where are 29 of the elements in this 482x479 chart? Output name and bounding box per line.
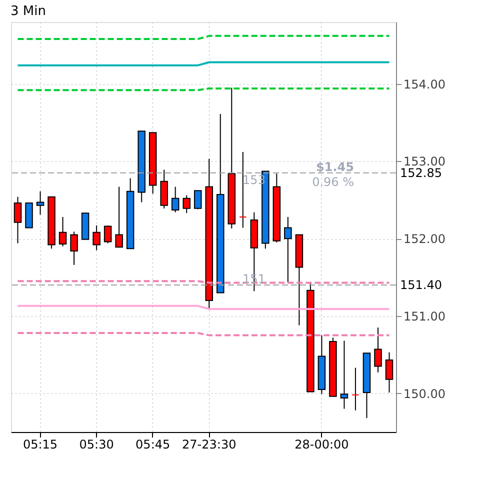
candlestick [115, 186, 123, 248]
annotation: 0.96 % [312, 175, 354, 189]
candlestick [194, 190, 202, 210]
candlestick [284, 216, 292, 284]
candlestick [160, 169, 168, 209]
x-tick-label: 05:30 [79, 438, 114, 452]
candlestick [385, 352, 394, 394]
chart-title: 3 Min [10, 4, 46, 19]
y-tick-label: 154.00 [404, 77, 446, 92]
x-tick-label: 05:45 [136, 438, 170, 452]
candlestick [92, 224, 100, 251]
candlestick [340, 340, 348, 410]
candlestick [171, 186, 180, 213]
x-tick-label: 27-23:30 [182, 438, 236, 452]
candlestick [58, 216, 67, 247]
candlestick [70, 231, 78, 266]
candlestick [182, 194, 190, 214]
candlestick [352, 367, 360, 411]
y-tick-label: 152.00 [404, 232, 446, 246]
candlestick [14, 196, 22, 244]
y-tick-label: 150.00 [404, 386, 446, 401]
ref-line-label: 151.40 [400, 278, 442, 292]
x-tick-label: 05:15 [22, 438, 58, 452]
y-tick-label: 151.00 [404, 309, 446, 324]
annotation: $1.45 [316, 160, 354, 174]
candlestick [36, 190, 44, 216]
candlestick [104, 224, 112, 244]
candlestick [374, 327, 382, 373]
x-tick-label: 28-00:00 [294, 438, 349, 452]
